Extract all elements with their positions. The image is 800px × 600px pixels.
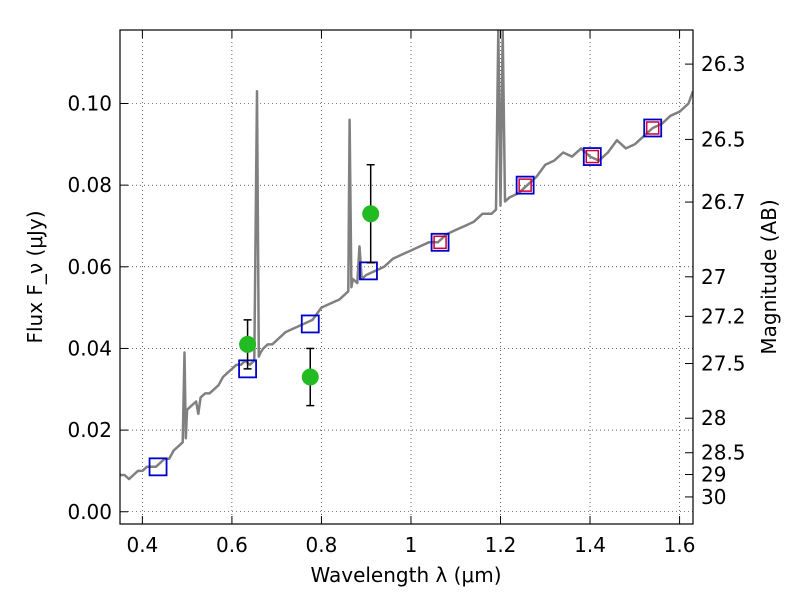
mag-tick-label: 29 bbox=[701, 463, 726, 487]
y-tick-label: 0.06 bbox=[67, 255, 112, 279]
model-photometry-square bbox=[582, 147, 602, 166]
mag-tick-label: 28 bbox=[701, 406, 726, 430]
x-tick-label: 0.6 bbox=[216, 533, 248, 557]
observed-flux-point bbox=[301, 368, 319, 386]
model-photometry-square bbox=[515, 175, 535, 195]
mag-tick-label: 26.5 bbox=[701, 127, 746, 151]
model-photometry-square bbox=[300, 314, 320, 334]
plot-area bbox=[120, 30, 693, 481]
model-photometry-square bbox=[148, 457, 168, 477]
mag-tick-label: 27.2 bbox=[701, 304, 746, 328]
x-tick-label: 0.4 bbox=[126, 533, 158, 557]
y-tick-label: 0.02 bbox=[67, 418, 112, 442]
mag-tick-label: 30 bbox=[701, 485, 726, 509]
y-axis-label: Flux F_ν (μJy) bbox=[23, 210, 47, 343]
y-right-axis-label: Magnitude (AB) bbox=[757, 199, 781, 354]
x-tick-label: 0.8 bbox=[306, 533, 338, 557]
marker-layer bbox=[148, 118, 663, 477]
sed-line-layer bbox=[120, 30, 693, 481]
mag-tick-label: 27.5 bbox=[701, 352, 746, 376]
mag-tick-label: 27 bbox=[701, 265, 726, 289]
observed-flux-point bbox=[362, 205, 380, 223]
nir-photometry-square bbox=[585, 149, 600, 164]
nir-photometry-square bbox=[645, 121, 660, 135]
x-tick-label: 1.2 bbox=[485, 533, 517, 557]
y-tick-label: 0.04 bbox=[67, 336, 112, 360]
y-tick-label: 0.10 bbox=[67, 91, 112, 115]
x-tick-label: 1.6 bbox=[664, 533, 696, 557]
nir-photometry-square bbox=[433, 235, 447, 250]
model-photometry-square bbox=[430, 232, 450, 252]
sed-spectrum-line bbox=[120, 30, 693, 481]
observed-flux-point bbox=[239, 335, 257, 353]
axis-ticks: 0.4 0.6 0.8 1 1.2 1.4 1.6 0.00 0.02 0.04 0.06 0.08 0… bbox=[67, 30, 746, 557]
x-tick-label: 1.4 bbox=[574, 533, 606, 557]
y-tick-label: 0.00 bbox=[67, 500, 112, 524]
model-photometry-square bbox=[643, 118, 663, 138]
x-tick-label: 1 bbox=[405, 533, 418, 557]
mag-tick-label: 28.5 bbox=[701, 441, 746, 465]
mag-tick-label: 26.7 bbox=[701, 190, 746, 214]
mag-tick-label: 26.3 bbox=[701, 52, 746, 76]
nir-photometry-square bbox=[518, 178, 532, 192]
y-tick-label: 0.08 bbox=[67, 173, 112, 197]
x-axis-label: Wavelength λ (μm) bbox=[310, 563, 501, 587]
